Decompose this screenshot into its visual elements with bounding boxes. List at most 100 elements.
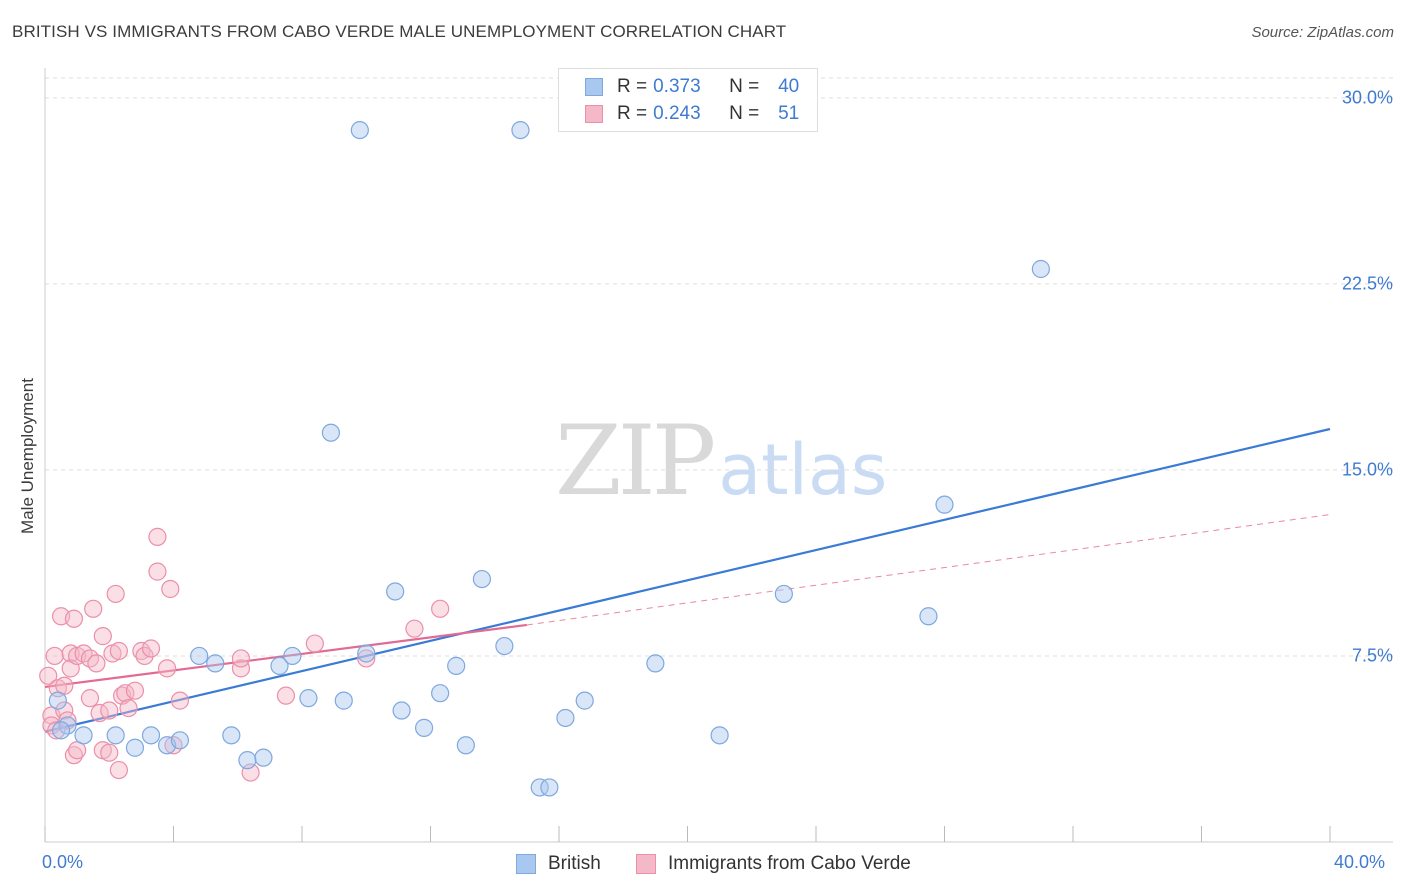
data-point-british [254, 748, 273, 767]
legend-swatch-cabo-verde [585, 105, 603, 123]
data-point-cabo-verde [148, 562, 167, 581]
data-point-cabo-verde [58, 711, 77, 730]
data-point-cabo-verde [305, 634, 324, 653]
data-point-cabo-verde [87, 654, 106, 673]
data-point-cabo-verde [80, 689, 100, 708]
data-point-british [540, 778, 559, 797]
data-point-cabo-verde [39, 666, 58, 685]
legend-r-value: 0.243 [653, 103, 701, 124]
data-point-british [710, 726, 729, 745]
data-point-cabo-verde [100, 743, 119, 762]
data-point-british [350, 120, 369, 140]
data-point-cabo-verde [405, 619, 424, 638]
data-point-british [170, 731, 190, 750]
data-point-british [48, 691, 67, 710]
y-tick-label: 22.5% [1341, 273, 1393, 294]
legend-n-value: 40 [778, 76, 800, 97]
data-point-cabo-verde [84, 599, 103, 618]
data-point-cabo-verde [148, 527, 167, 546]
data-point-british [321, 423, 341, 442]
legend-r-label: R = [617, 76, 648, 97]
data-point-british [495, 636, 514, 656]
grid-layer [45, 77, 1393, 657]
data-point-british [646, 654, 665, 673]
y-tick-label: 7.5% [1351, 645, 1393, 666]
trend-layer [44, 427, 1331, 733]
data-point-british [935, 495, 954, 514]
data-point-british [472, 569, 491, 589]
data-point-cabo-verde [231, 649, 251, 668]
data-point-cabo-verde [161, 579, 180, 599]
data-point-cabo-verde [135, 646, 154, 666]
legend-n-label: N = [729, 103, 760, 124]
x-tick-min: 0.0% [42, 852, 84, 872]
data-point-british [74, 726, 93, 745]
data-point-british [206, 654, 225, 673]
bottom-legend-label-british: British [548, 853, 601, 874]
data-point-british [283, 646, 302, 666]
data-point-british [222, 726, 241, 745]
chart-title: BRITISH VS IMMIGRANTS FROM CABO VERDE MA… [12, 22, 787, 41]
axis-layer [44, 68, 1393, 843]
data-point-british [357, 644, 376, 663]
data-point-british [774, 584, 793, 604]
legend-row-cabo-verde: R = 0.243 N = 51 [585, 102, 799, 126]
data-point-british [51, 721, 71, 740]
trend-line-cabo-verde [44, 623, 528, 689]
data-point-british [414, 718, 434, 737]
data-point-cabo-verde [64, 746, 84, 765]
data-point-british [575, 691, 594, 710]
legend-row-british: R = 0.373 N = 40 [585, 75, 799, 99]
data-point-british [1031, 259, 1050, 279]
source-note: Source: ZipAtlas.com [1251, 24, 1394, 41]
legend: R = 0.373 N = 40 R = 0.243 N = 51 [558, 68, 818, 132]
bottom-legend-british: British [516, 852, 601, 876]
x-tick-max: 40.0% [1334, 852, 1386, 872]
data-point-british [511, 120, 530, 140]
data-point-british [386, 582, 405, 601]
data-point-cabo-verde [100, 701, 119, 720]
points-layer [39, 120, 1050, 797]
y-tick-label: 30.0% [1341, 87, 1393, 108]
data-point-cabo-verde [64, 609, 84, 628]
trend-line-cabo-verde-extension [526, 514, 1331, 626]
data-point-british [919, 607, 938, 626]
data-point-cabo-verde [276, 686, 296, 705]
legend-r-value: 0.373 [653, 76, 701, 97]
data-point-cabo-verde [93, 627, 112, 646]
data-point-cabo-verde [357, 649, 376, 668]
data-point-cabo-verde [106, 584, 125, 604]
legend-n-label: N = [729, 76, 760, 97]
data-point-cabo-verde [431, 599, 450, 618]
data-point-british [125, 738, 145, 757]
data-point-british [392, 701, 411, 720]
data-point-cabo-verde [45, 646, 64, 666]
data-point-british [556, 708, 575, 728]
legend-r-label: R = [617, 103, 648, 124]
data-point-british [530, 778, 549, 797]
data-point-cabo-verde [125, 681, 145, 700]
data-point-british [334, 691, 353, 710]
y-tick-label: 15.0% [1341, 459, 1393, 480]
data-point-cabo-verde [55, 701, 74, 720]
data-point-cabo-verde [157, 659, 177, 678]
data-point-british [456, 736, 475, 755]
data-point-british [190, 646, 209, 666]
data-point-british [238, 751, 257, 770]
data-point-cabo-verde [119, 698, 138, 718]
data-point-cabo-verde [109, 760, 128, 780]
data-point-cabo-verde [170, 691, 190, 710]
data-point-british [447, 656, 466, 675]
data-point-british [106, 726, 125, 745]
legend-swatch-british [585, 78, 603, 96]
data-point-british [299, 689, 318, 708]
bottom-legend-swatch-british [516, 854, 536, 874]
data-point-cabo-verde [109, 641, 128, 661]
bottom-legend-cabo-verde: Immigrants from Cabo Verde [636, 852, 911, 876]
legend-n-value: 51 [778, 103, 800, 124]
data-point-british [431, 684, 450, 703]
data-point-british [141, 726, 161, 745]
data-point-british [270, 656, 289, 675]
bottom-legend-label-cabo-verde: Immigrants from Cabo Verde [668, 853, 911, 874]
